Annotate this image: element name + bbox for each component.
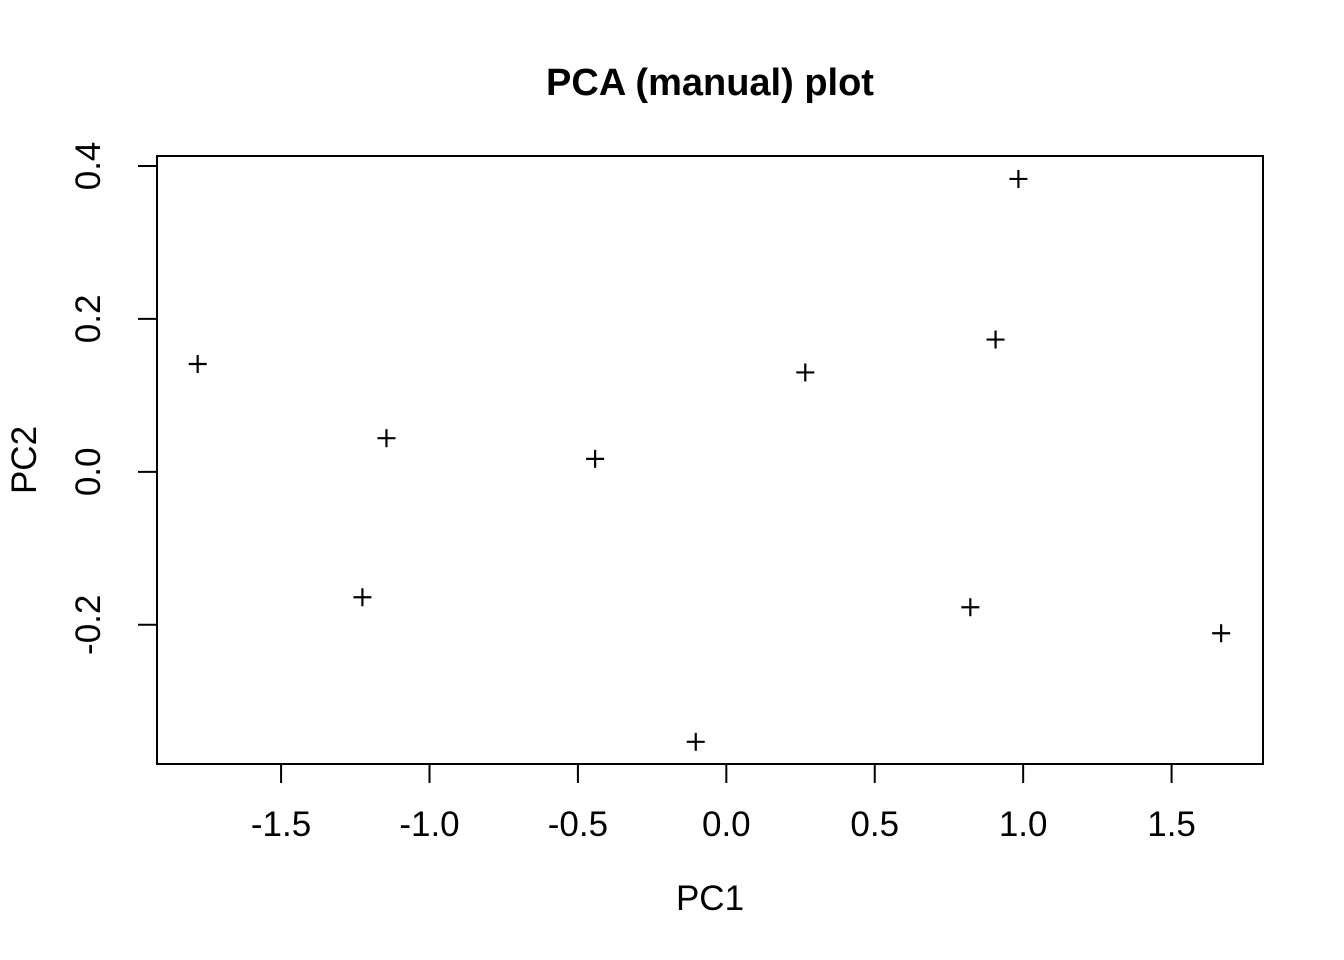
y-tick-label: 0.0: [69, 448, 108, 497]
plot-border: [156, 155, 1264, 765]
x-tick-label: 0.5: [850, 805, 899, 844]
x-axis-ticks: -1.5 -1.0 -0.5 0.0 0.5 1.0 1.5: [251, 764, 1196, 844]
x-tick-label: -1.0: [399, 805, 459, 844]
data-point: [377, 429, 396, 448]
x-axis-label: PC1: [676, 879, 744, 918]
data-point: [353, 588, 372, 607]
y-axis-ticks: -0.2 0.0 0.2 0.4: [69, 142, 157, 655]
data-point: [796, 363, 815, 382]
y-tick-label: 0.4: [69, 142, 108, 191]
data-point: [986, 330, 1005, 349]
data-point: [188, 355, 207, 374]
x-tick-label: -0.5: [548, 805, 608, 844]
x-tick-label: -1.5: [251, 805, 311, 844]
data-point: [961, 598, 980, 617]
x-tick-label: 1.0: [999, 805, 1048, 844]
data-point: [1212, 624, 1231, 643]
y-tick-label: -0.2: [69, 595, 108, 655]
data-point: [1009, 169, 1028, 188]
y-axis-label: PC2: [5, 426, 44, 494]
data-point: [686, 732, 705, 751]
chart-title: PCA (manual) plot: [546, 62, 874, 104]
data-point: [586, 449, 605, 468]
data-points: [188, 169, 1231, 751]
x-tick-label: 1.5: [1147, 805, 1196, 844]
y-tick-label: 0.2: [69, 295, 108, 344]
x-tick-label: 0.0: [702, 805, 751, 844]
